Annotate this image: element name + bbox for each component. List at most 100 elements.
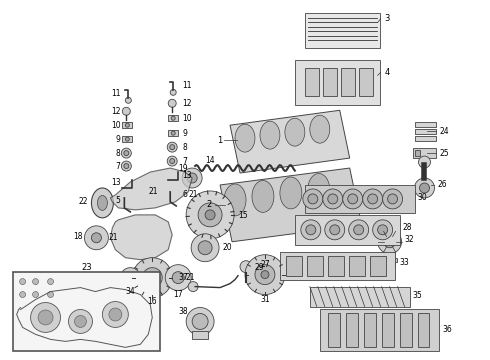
Text: 28: 28 (403, 223, 412, 232)
Bar (295, 60, 380, 105)
Ellipse shape (224, 184, 246, 216)
Bar (192, 332, 208, 339)
Circle shape (384, 236, 395, 248)
Ellipse shape (260, 121, 280, 149)
Circle shape (323, 189, 343, 209)
Ellipse shape (280, 177, 302, 209)
Text: 37: 37 (178, 273, 188, 282)
Bar (305, 68, 319, 96)
Circle shape (124, 163, 129, 168)
Circle shape (102, 302, 128, 328)
Circle shape (198, 203, 222, 227)
Circle shape (363, 189, 383, 209)
Circle shape (125, 273, 135, 283)
Text: 36: 36 (442, 325, 452, 334)
Polygon shape (110, 215, 172, 260)
Text: 13: 13 (111, 179, 121, 188)
Circle shape (33, 292, 39, 298)
Circle shape (368, 194, 378, 204)
Bar (415, 150, 419, 156)
Circle shape (198, 241, 212, 255)
Circle shape (328, 194, 338, 204)
Circle shape (415, 178, 435, 198)
Circle shape (48, 279, 53, 285)
Circle shape (418, 156, 431, 168)
Bar (328, 314, 340, 347)
Text: 33: 33 (399, 258, 409, 267)
Circle shape (192, 314, 208, 329)
Circle shape (261, 271, 269, 279)
Circle shape (20, 279, 25, 285)
Circle shape (170, 145, 175, 150)
Text: 6: 6 (182, 190, 187, 199)
Bar (415, 136, 437, 141)
Text: 3: 3 (385, 14, 390, 23)
Circle shape (125, 97, 131, 103)
Bar (341, 68, 355, 96)
Text: 22: 22 (79, 197, 89, 206)
Bar (320, 310, 440, 351)
Circle shape (109, 308, 122, 321)
Bar (168, 130, 178, 136)
Circle shape (148, 274, 156, 282)
Text: 4: 4 (385, 68, 390, 77)
Text: 29: 29 (255, 263, 265, 272)
Bar (323, 68, 337, 96)
Bar (369, 256, 386, 276)
Circle shape (125, 123, 129, 127)
Circle shape (171, 116, 175, 120)
Text: 17: 17 (173, 290, 183, 299)
Bar (415, 122, 437, 127)
Bar (382, 314, 393, 347)
Circle shape (383, 189, 403, 209)
Text: 13: 13 (182, 171, 192, 180)
Text: 32: 32 (405, 235, 414, 244)
Text: 34: 34 (125, 287, 135, 296)
Text: 11: 11 (182, 81, 192, 90)
Text: 7: 7 (182, 157, 187, 166)
Circle shape (142, 268, 162, 288)
Bar (364, 314, 376, 347)
Circle shape (255, 265, 275, 285)
Bar (305, 185, 415, 213)
Text: 1: 1 (217, 136, 222, 145)
Text: 19: 19 (178, 163, 188, 172)
Circle shape (171, 131, 175, 135)
Circle shape (378, 225, 388, 235)
Text: 10: 10 (182, 114, 192, 123)
Circle shape (191, 234, 219, 262)
Text: 2: 2 (207, 201, 212, 210)
Text: 23: 23 (81, 263, 92, 272)
Circle shape (325, 220, 345, 240)
Circle shape (167, 142, 177, 152)
Text: 21: 21 (148, 188, 158, 197)
Text: 12: 12 (111, 107, 121, 116)
Circle shape (372, 220, 392, 240)
Bar (349, 256, 365, 276)
Ellipse shape (235, 124, 255, 152)
Bar (310, 287, 410, 306)
Circle shape (33, 279, 39, 285)
Bar (413, 148, 437, 158)
Text: 21: 21 (185, 273, 195, 282)
Circle shape (74, 315, 86, 328)
Circle shape (419, 183, 429, 193)
Circle shape (167, 156, 177, 166)
Circle shape (343, 189, 363, 209)
Bar (417, 314, 429, 347)
Text: 30: 30 (417, 193, 427, 202)
Text: 14: 14 (205, 156, 215, 165)
Circle shape (48, 292, 53, 298)
Ellipse shape (98, 195, 107, 210)
Text: 38: 38 (178, 307, 188, 316)
Circle shape (84, 226, 108, 250)
Circle shape (330, 225, 340, 235)
Circle shape (30, 302, 61, 332)
Text: 15: 15 (238, 211, 247, 220)
Circle shape (186, 307, 214, 336)
Circle shape (121, 268, 140, 288)
Text: 16: 16 (147, 297, 157, 306)
Circle shape (348, 194, 358, 204)
Text: 10: 10 (111, 121, 121, 130)
Circle shape (386, 260, 395, 270)
